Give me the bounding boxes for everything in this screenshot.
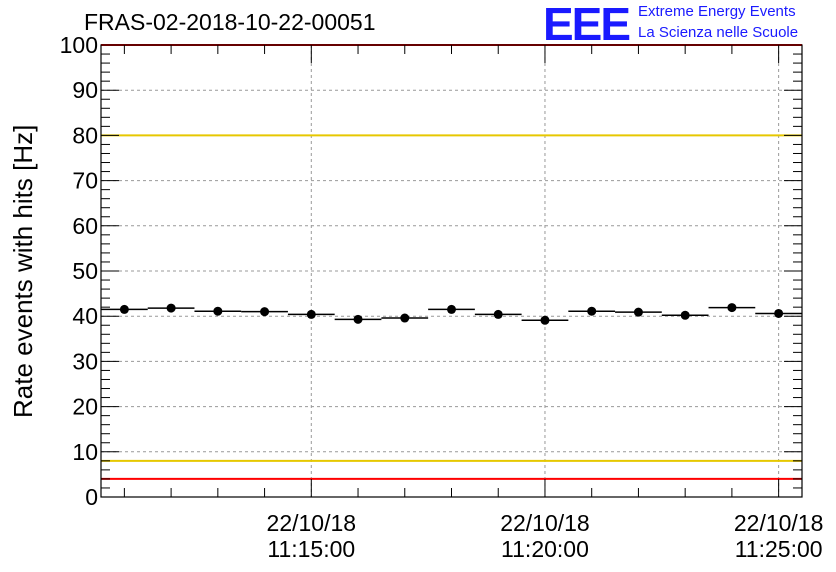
data-point <box>774 308 784 318</box>
y-tick-label: 50 <box>72 258 98 284</box>
x-tick-label-date: 22/10/18 <box>734 510 824 536</box>
y-tick-label: 60 <box>72 213 98 239</box>
data-point <box>493 309 503 319</box>
y-tick-labels: 0 10 20 30 40 50 60 70 80 90 100 <box>60 32 98 510</box>
data-point <box>353 314 363 324</box>
chart-title: FRAS-02-2018-10-22-00051 <box>84 9 376 35</box>
y-tick-label: 90 <box>72 77 98 103</box>
data-point <box>119 304 129 314</box>
data-point <box>306 309 316 319</box>
data-point <box>213 306 223 316</box>
x-tick-label-date: 22/10/18 <box>500 510 590 536</box>
data-point <box>680 310 690 320</box>
y-tick-label: 40 <box>72 303 98 329</box>
grid <box>101 45 802 497</box>
y-axis-label: Rate events with hits [Hz] <box>8 124 38 418</box>
x-tick-label-date: 22/10/18 <box>267 510 357 536</box>
data-point <box>587 306 597 316</box>
y-tick-label: 10 <box>72 439 98 465</box>
x-tick-label-time: 11:15:00 <box>267 536 355 562</box>
data-point <box>540 315 550 325</box>
logo-mark: EEE <box>543 0 631 50</box>
y-tick-label: 20 <box>72 394 98 420</box>
y-tick-label: 80 <box>72 122 98 148</box>
logo-line-2: La Scienza nelle Scuole <box>638 24 799 41</box>
y-tick-label: 70 <box>72 168 98 194</box>
data-point <box>166 303 176 313</box>
data-point <box>447 304 456 314</box>
logo-line-1: Extreme Energy Events <box>638 3 796 20</box>
data-point <box>727 303 737 313</box>
data-point <box>400 313 410 323</box>
axis-ticks <box>101 44 802 498</box>
x-tick-labels: 22/10/1811:15:0022/10/1811:20:0022/10/18… <box>267 510 824 562</box>
data-point <box>260 307 270 317</box>
y-tick-label: 0 <box>85 484 98 510</box>
reference-lines <box>101 44 802 480</box>
data-points <box>101 303 802 325</box>
y-tick-label: 100 <box>60 32 98 58</box>
x-tick-label-time: 11:25:00 <box>735 536 823 562</box>
y-tick-label: 30 <box>72 348 98 374</box>
data-point <box>633 307 643 317</box>
eee-logo: EEE Extreme Energy Events La Scienza nel… <box>543 0 833 50</box>
x-tick-label-time: 11:20:00 <box>501 536 589 562</box>
